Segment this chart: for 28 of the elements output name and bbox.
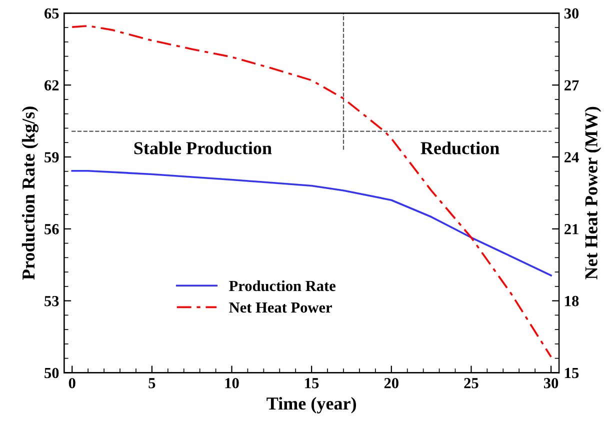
annotation: Reduction	[420, 142, 500, 154]
line-series	[71, 170, 552, 276]
y2-tick-label: 30	[564, 8, 579, 19]
y-tick-label: 62	[44, 80, 59, 91]
y2-tick-label: 18	[565, 296, 579, 306]
y-tick-label: 59	[44, 152, 59, 162]
x-tick-label: 0	[68, 378, 76, 388]
x-tick-label: 25	[464, 378, 478, 388]
legend-label: Net Heat Power	[229, 302, 332, 313]
annotation: Stable Production	[134, 142, 272, 154]
y-tick-label: 50	[44, 368, 59, 378]
y2-tick-label: 27	[564, 80, 579, 90]
y2-tick-label: 15	[565, 368, 579, 378]
y2-axis-title: Net Heat Power (MW)	[584, 106, 602, 280]
x-tick-label: 20	[384, 378, 398, 388]
y-tick-label: 56	[44, 224, 59, 234]
y-tick-label: 53	[44, 296, 59, 306]
x-tick-label: 15	[305, 378, 319, 388]
line-series	[71, 24, 552, 358]
y-tick-label: 65	[44, 8, 59, 19]
y2-tick-label: 24	[564, 152, 579, 162]
y2-tick-label: 21	[564, 224, 578, 234]
x-axis-title: Time (year)	[266, 396, 356, 414]
x-tick-label: 5	[148, 378, 156, 388]
x-tick-label: 10	[225, 378, 239, 388]
y-axis-title: Production Rate (kg/s)	[22, 106, 38, 280]
legend-label: Production Rate	[229, 280, 336, 292]
x-tick-label: 30	[544, 378, 558, 388]
